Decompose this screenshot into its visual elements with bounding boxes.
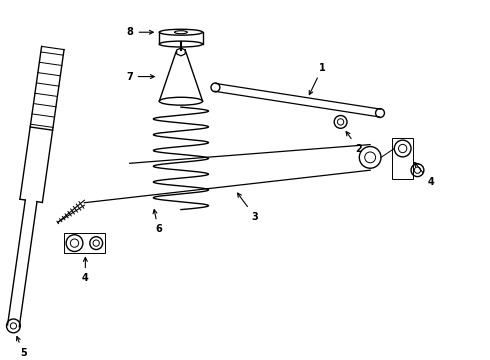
Bar: [392, 138, 413, 179]
Text: 1: 1: [309, 63, 326, 95]
Bar: [64, 233, 104, 253]
Text: 4: 4: [415, 162, 434, 187]
Text: 7: 7: [126, 72, 154, 82]
Text: 3: 3: [238, 193, 258, 222]
Text: 2: 2: [346, 132, 362, 154]
Text: 8: 8: [127, 27, 153, 37]
Text: 5: 5: [17, 337, 26, 357]
Text: 4: 4: [82, 257, 89, 283]
Text: 6: 6: [153, 210, 162, 234]
